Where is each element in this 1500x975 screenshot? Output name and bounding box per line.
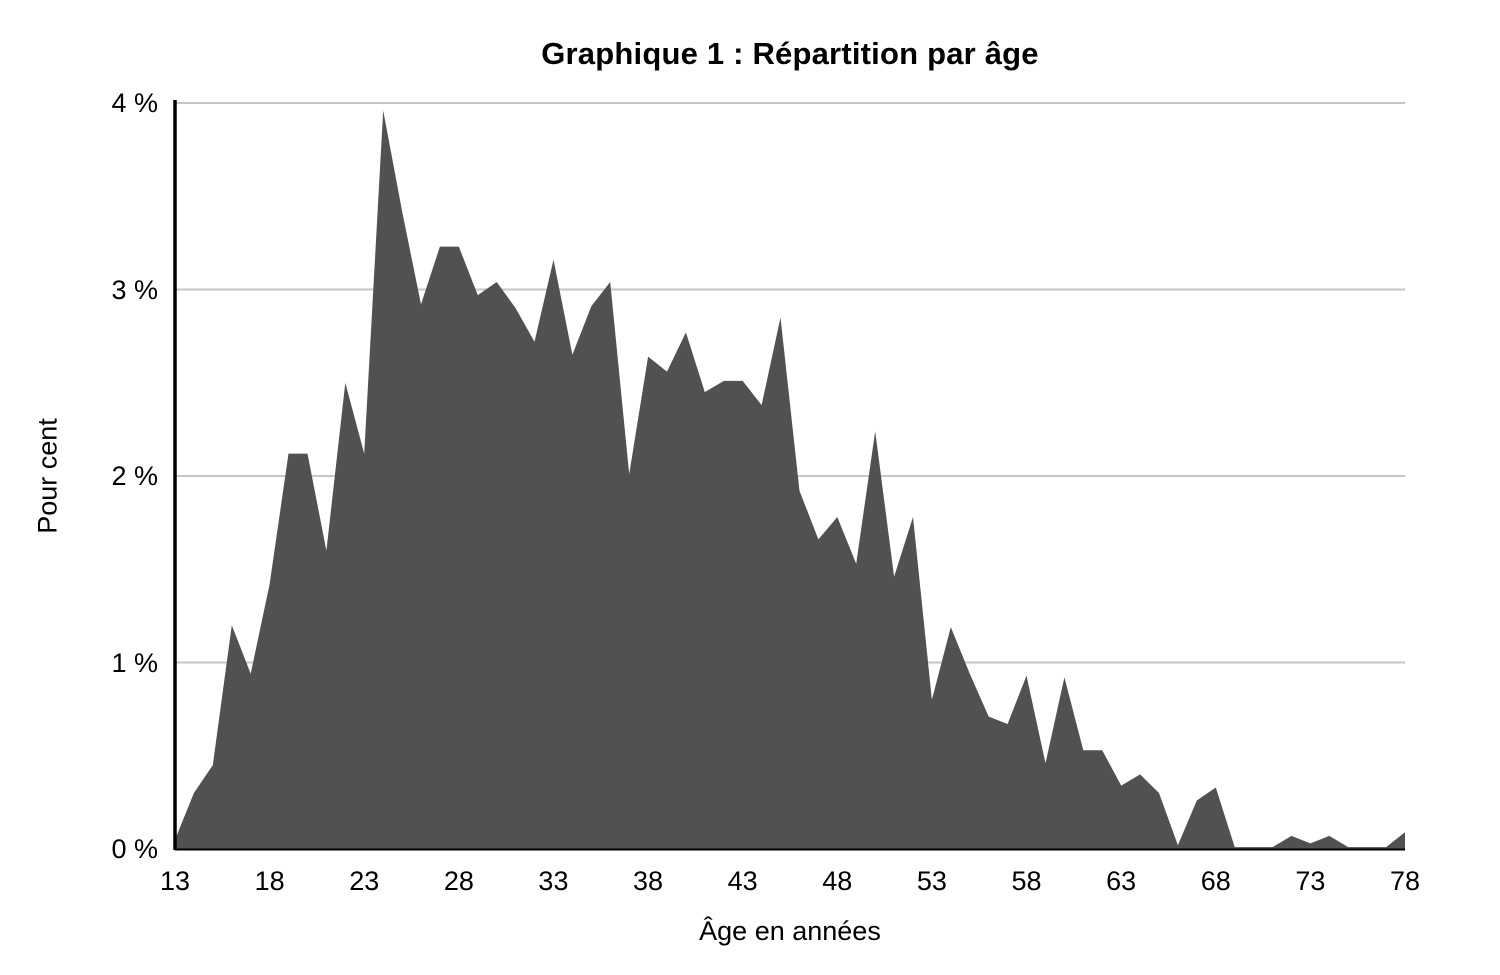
chart-title: Graphique 1 : Répartition par âge — [541, 36, 1039, 71]
x-axis-title: Âge en années — [699, 916, 881, 946]
x-tick-label: 63 — [1106, 866, 1137, 896]
x-tick-label: 53 — [916, 866, 947, 896]
x-tick-label: 18 — [254, 866, 285, 896]
x-tick-label: 58 — [1011, 866, 1042, 896]
y-tick-label: 0 % — [111, 834, 158, 864]
age-distribution-area — [175, 110, 1405, 849]
y-tick-label: 3 % — [111, 274, 158, 305]
x-tick-label: 33 — [538, 866, 569, 896]
x-tick-label: 73 — [1295, 866, 1326, 896]
x-tick-label: 38 — [633, 866, 664, 896]
y-tick-label: 1 % — [111, 647, 158, 678]
x-tick-label: 13 — [159, 866, 191, 896]
y-tick-label: 4 % — [111, 88, 158, 118]
x-tick-label: 68 — [1200, 866, 1231, 896]
x-tick-label: 48 — [822, 866, 853, 896]
x-tick-label: 78 — [1389, 866, 1421, 896]
y-tick-label: 2 % — [111, 461, 158, 491]
x-tick-label: 23 — [349, 866, 380, 896]
x-tick-label: 43 — [727, 866, 758, 896]
x-tick-label: 28 — [443, 866, 474, 896]
